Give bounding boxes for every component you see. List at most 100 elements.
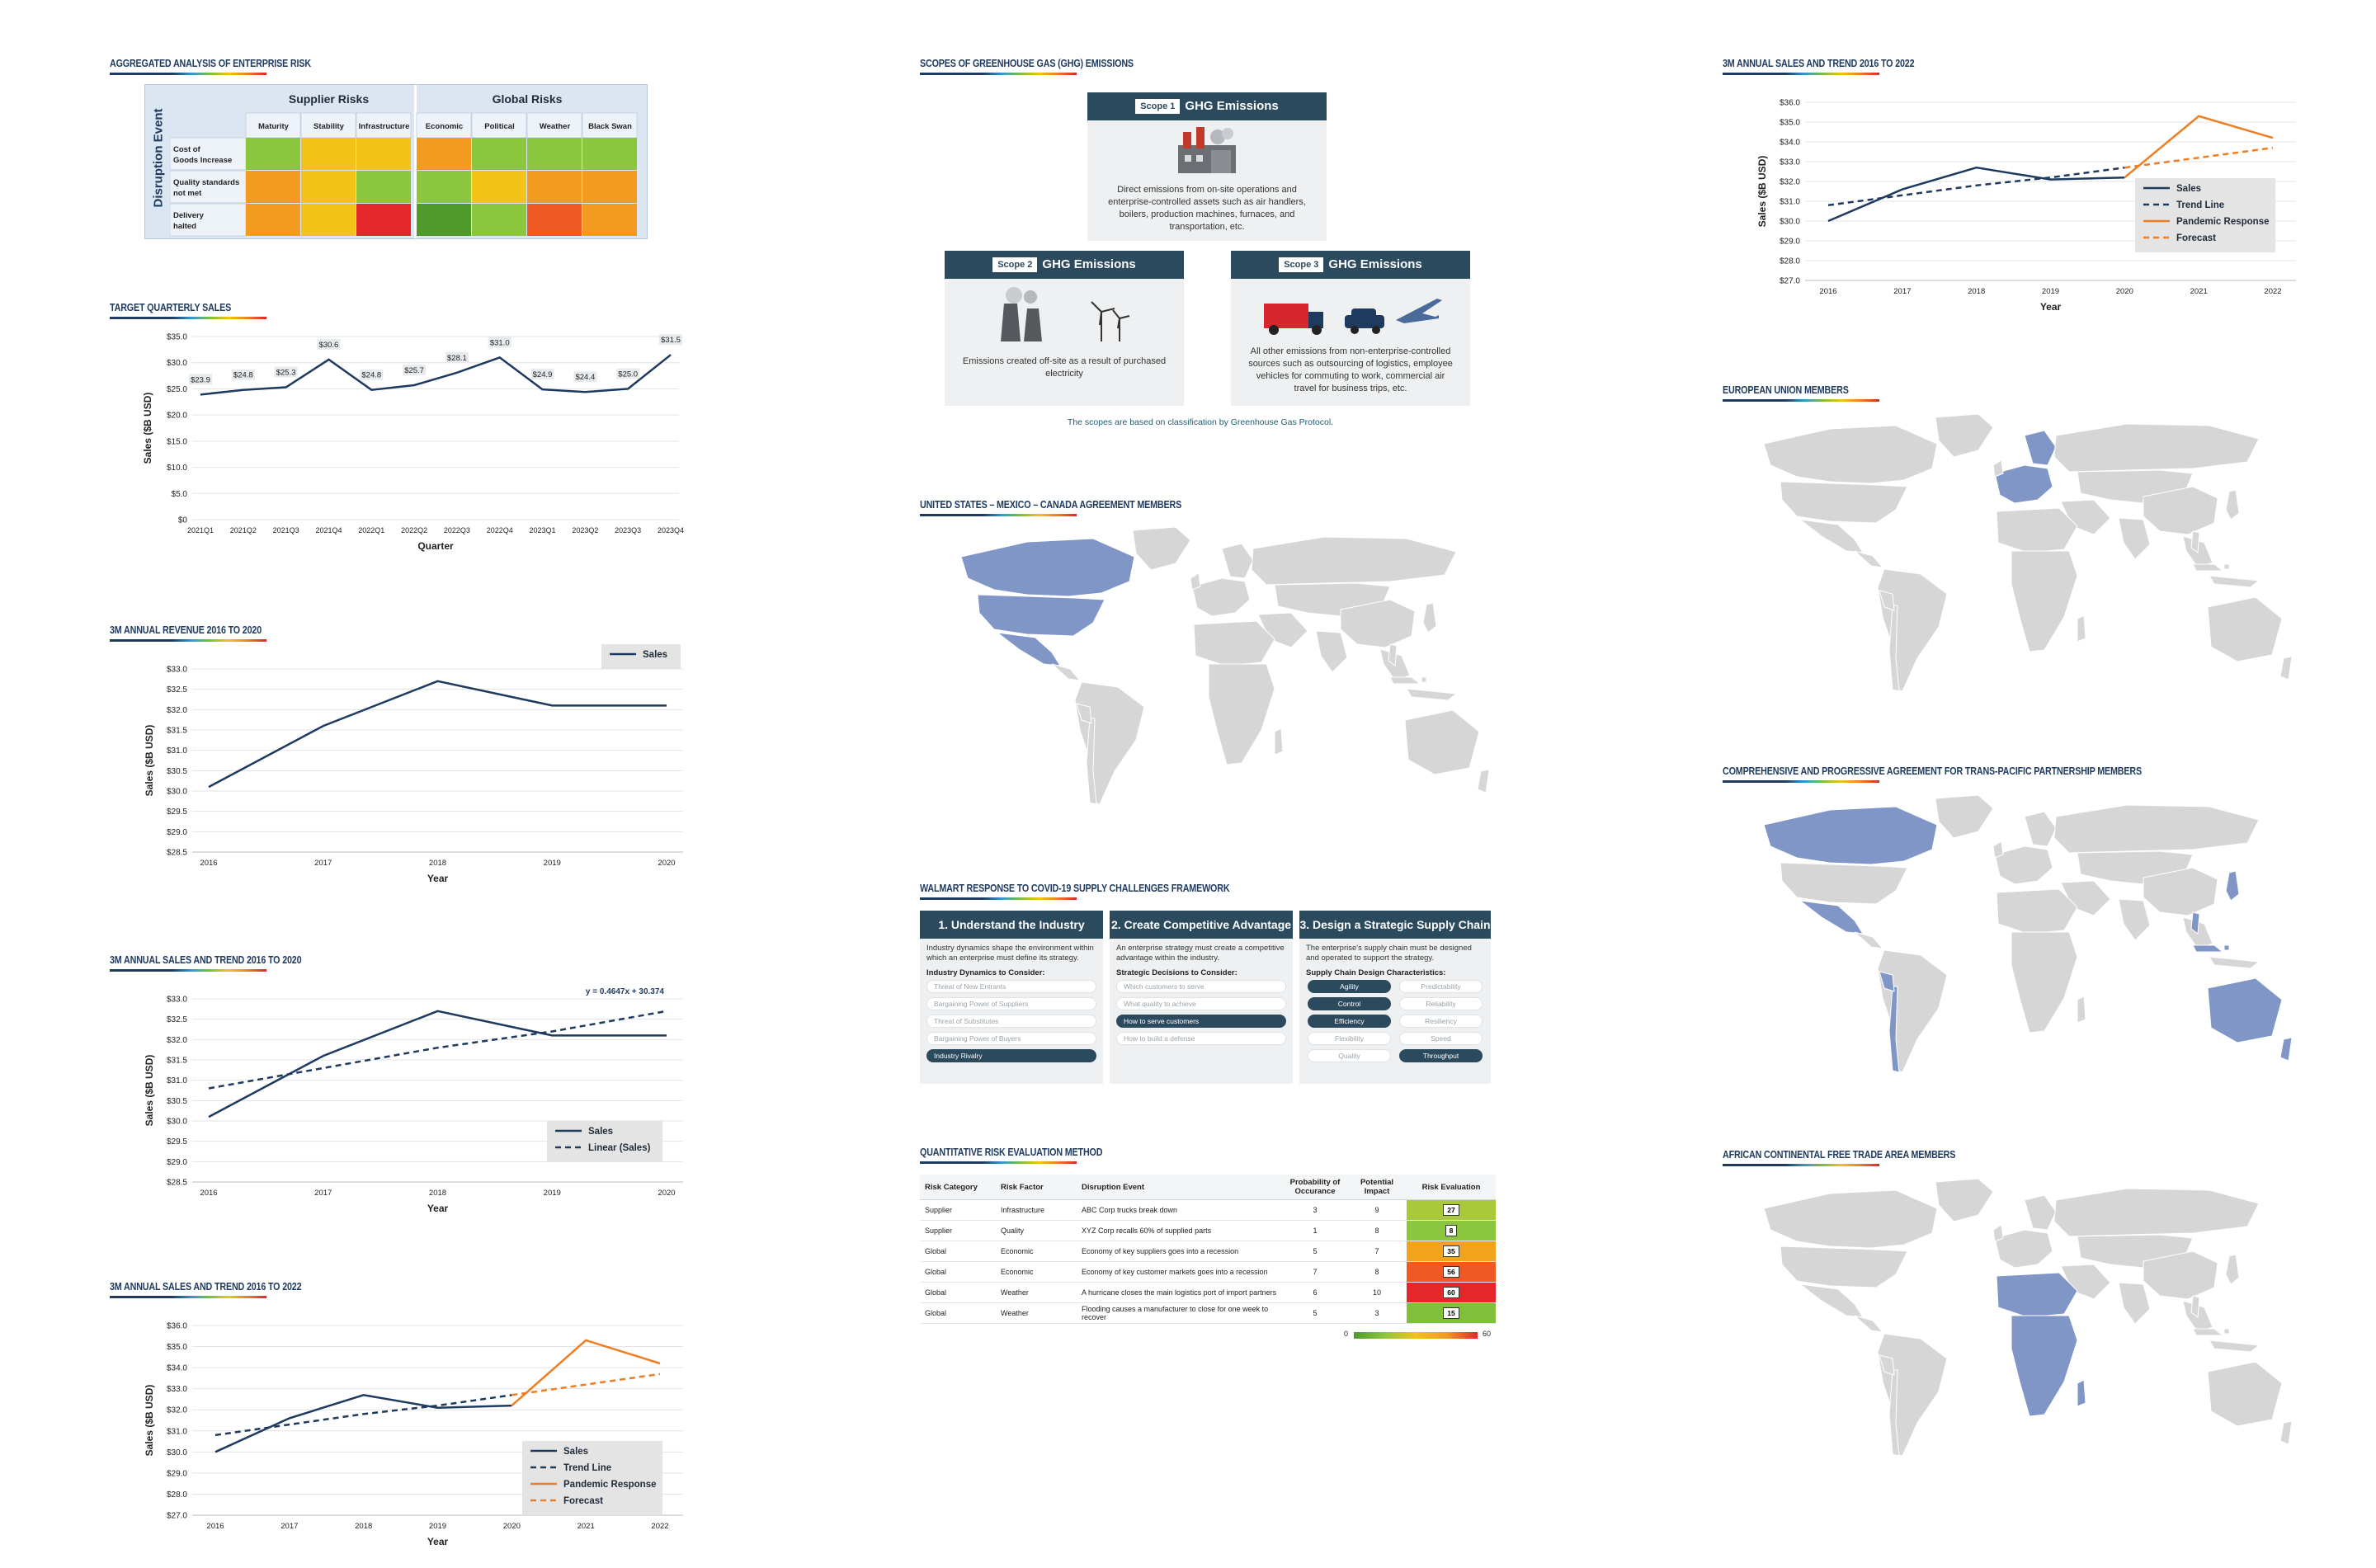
region-china xyxy=(2143,486,2218,535)
x-tick-label: 2016 xyxy=(200,859,217,868)
region-brunei xyxy=(2223,1328,2230,1335)
region-uk xyxy=(1992,1224,2004,1242)
title-underline xyxy=(110,969,266,972)
region-nz xyxy=(1477,769,1489,793)
legend-label: Forecast xyxy=(2176,233,2216,243)
car-icon xyxy=(1345,308,1384,334)
revenue-chart: $33.0 $32.5 $32.0 $31.5 $31.0 $30.5 $30.0 $29.5… xyxy=(144,644,683,884)
region-canada-member xyxy=(1763,806,1938,865)
legend-box xyxy=(2135,178,2275,252)
x-tick-label: 2021Q3 xyxy=(273,526,299,534)
ghg-panel: SCOPES OF GREENHOUSE GAS (GHG) EMISSIONS… xyxy=(920,58,1481,437)
title-underline xyxy=(920,897,1077,900)
scope3-card: Scope 3 GHG Emissions All other emissions… xyxy=(1231,251,1470,406)
legend-label: Trend Line xyxy=(2176,200,2224,210)
scale-max: 60 xyxy=(1483,1330,1492,1338)
trend2022-right-title: 3M ANNUAL SALES AND TREND 2016 TO 2022 xyxy=(1723,58,1915,69)
cell-event: A hurricane closes the main logistics po… xyxy=(1077,1282,1283,1303)
region-samerica xyxy=(1877,1333,1948,1457)
legend-label: Sales xyxy=(2176,184,2201,194)
table-row: Global Weather A hurricane closes the main… xyxy=(920,1282,1496,1303)
data-label: $23.9 xyxy=(191,375,210,384)
region-usa xyxy=(1780,862,1908,905)
region-brunei-member xyxy=(2223,944,2230,951)
y-tick-label: $33.0 xyxy=(167,996,187,1005)
region-scandinavia xyxy=(1221,543,1254,579)
x-tick-label: 2023Q2 xyxy=(572,526,598,534)
afcfta-map-panel: AFRICAN CONTINENTAL FREE TRADE AREA MEMB… xyxy=(1723,1149,2300,1479)
x-tick-label: 2017 xyxy=(314,859,332,868)
x-tick-label: 2019 xyxy=(544,1189,561,1198)
card2-subhead: Strategic Decisions to Consider: xyxy=(1116,968,1238,977)
table-row: Global Economic Economy of key customer ma… xyxy=(920,1261,1496,1283)
legend-label: Sales xyxy=(563,1447,588,1457)
cell-probability: 5 xyxy=(1283,1302,1347,1324)
region-russia xyxy=(2053,804,2260,854)
region-samerica xyxy=(1877,568,1948,692)
y-tick-label: $30.0 xyxy=(167,1448,187,1457)
y-tick-label: $27.0 xyxy=(167,1512,187,1521)
y-axis-title: Sales ($B USD) xyxy=(144,1055,155,1127)
region-australia xyxy=(1404,709,1480,775)
region-nafrica xyxy=(1193,620,1275,666)
region-japan xyxy=(2225,489,2240,520)
heatmap-cell xyxy=(356,204,411,236)
cell-category: Global xyxy=(920,1302,996,1324)
cell-factor: Quality xyxy=(996,1220,1077,1241)
region-madagascar xyxy=(2077,614,2086,643)
risk-evaluation-cell: 27 xyxy=(1407,1199,1496,1221)
title-underline xyxy=(110,73,266,75)
legend-label: Pandemic Response xyxy=(563,1480,656,1490)
y-tick-label: $29.0 xyxy=(167,1158,187,1167)
region-peru xyxy=(1879,1354,1895,1376)
legend-box xyxy=(547,1121,662,1162)
region-mexico-member xyxy=(996,632,1061,666)
card3-header: 3. Design a Strategic Supply Chain xyxy=(1299,911,1491,939)
data-label: $25.3 xyxy=(276,369,296,378)
legend-label: Forecast xyxy=(563,1496,603,1506)
card1-desc: Industry dynamics shape the environment … xyxy=(926,944,1094,963)
scale-min: 0 xyxy=(1344,1330,1349,1338)
region-china xyxy=(2143,867,2218,916)
map-shapes xyxy=(1763,794,2292,1073)
region-madagascar xyxy=(2077,996,2086,1024)
legend-box xyxy=(601,644,681,669)
heatmap-cell xyxy=(301,171,356,203)
cell-factor: Economic xyxy=(996,1241,1077,1262)
region-mexico-member xyxy=(1798,900,1864,935)
table-header-row: Risk Category Risk Factor Disruption Eve… xyxy=(920,1175,1496,1200)
region-peru-member xyxy=(1879,971,1895,992)
cell-impact: 10 xyxy=(1347,1282,1407,1303)
pill-which-customers: Which customers to serve xyxy=(1116,980,1286,993)
data-label: $31.5 xyxy=(661,336,681,345)
data-label: $24.9 xyxy=(533,370,553,379)
region-indonesia xyxy=(2209,956,2260,969)
region-safrica xyxy=(2011,931,2078,1034)
y-tick-label: $32.0 xyxy=(1780,178,1800,187)
series-line-sales xyxy=(1827,166,2125,223)
x-tick-label: 2022 xyxy=(651,1522,668,1531)
y-tick-label: $31.0 xyxy=(1780,198,1800,207)
col-risk-category: Risk Category xyxy=(920,1175,996,1200)
region-japan-member xyxy=(2225,870,2240,902)
column-header-stability: Stability xyxy=(314,122,345,131)
data-label-bg xyxy=(488,337,512,348)
cell-probability: 6 xyxy=(1283,1282,1347,1303)
scope3-tag: Scope 3 xyxy=(1279,257,1324,273)
x-tick-label: 2019 xyxy=(429,1522,446,1531)
region-indonesia xyxy=(2209,575,2260,588)
region-chile xyxy=(1888,605,1900,692)
walmart-title: WALMART RESPONSE TO COVID-19 SUPPLY CHAL… xyxy=(920,883,1230,894)
risk-scale: 0 60 xyxy=(1344,1330,1497,1341)
region-europe_w xyxy=(1994,845,2053,885)
region-camerica xyxy=(1051,663,1082,681)
y-tick-label: $34.0 xyxy=(1780,139,1800,148)
card1-header: 1. Understand the Industry xyxy=(920,911,1103,939)
y-tick-label: $29.0 xyxy=(167,1469,187,1478)
region-samerica xyxy=(1074,681,1145,805)
series-line-sales xyxy=(208,680,667,789)
heatmap-cell xyxy=(417,204,471,236)
region-indonesia xyxy=(1406,688,1458,701)
trend2022-right-panel: 3M ANNUAL SALES AND TREND 2016 TO 2022 $… xyxy=(1723,58,2300,330)
risk-value-badge: 56 xyxy=(1443,1266,1459,1278)
